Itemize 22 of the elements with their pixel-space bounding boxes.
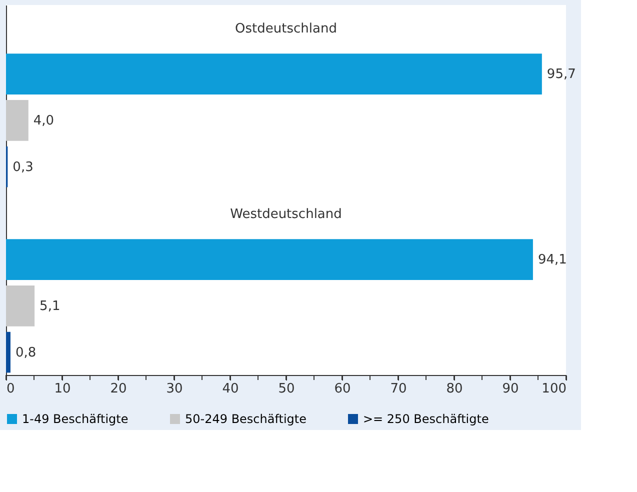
x-tick-label: 30 — [166, 382, 183, 396]
x-tick-label: 100 — [542, 382, 566, 396]
data-label: 5,1 — [40, 298, 60, 314]
x-tick-label: 50 — [278, 382, 295, 396]
x-tick-label: 70 — [390, 382, 407, 396]
x-tick-label: 90 — [502, 382, 519, 396]
x-tick-label: 0 — [6, 382, 15, 396]
data-label: 4,0 — [33, 113, 54, 128]
data-label: 95,7 — [546, 67, 576, 82]
x-tick-label: 20 — [110, 382, 127, 396]
legend-label: 50-249 Beschäftigte — [185, 412, 306, 426]
data-label: 94,1 — [538, 252, 567, 268]
x-tick-label: 60 — [334, 382, 351, 396]
legend-label: >= 250 Beschäftigte — [363, 412, 489, 426]
y-tick-label: Ostdeutschland — [235, 22, 337, 37]
legend-label: 1-49 Beschäftigte — [22, 412, 128, 426]
x-tick-label: 80 — [446, 382, 463, 396]
x-tick-label: 40 — [222, 382, 239, 396]
data-label: 0,8 — [15, 345, 36, 360]
data-label: 0,3 — [12, 160, 34, 175]
y-tick-label: Westdeutschland — [230, 207, 342, 222]
x-tick-label: 10 — [54, 382, 71, 396]
